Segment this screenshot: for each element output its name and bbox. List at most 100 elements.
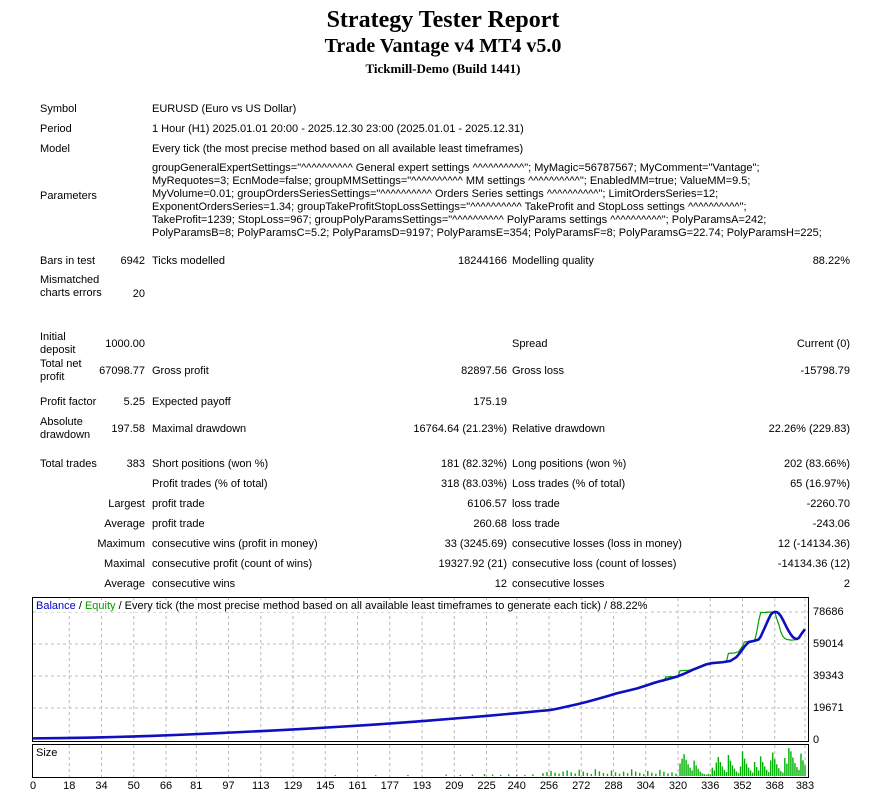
legend-separator: / [75, 600, 85, 612]
x-axis-tick-label: 193 [412, 780, 432, 792]
short-positions-label: Short positions (won %) [152, 458, 269, 470]
x-axis-tick-label: 368 [765, 780, 784, 792]
total-trades-value: 383 [126, 458, 145, 470]
max-consecutive-wins-label: consecutive wins (profit in money) [152, 538, 318, 550]
avg-consecutive-losses-label: consecutive losses [512, 578, 605, 590]
maximal-drawdown-label: Maximal drawdown [152, 423, 247, 435]
profit-factor-value: 5.25 [123, 396, 145, 408]
legend-balance-label: Balance [36, 600, 76, 612]
x-axis-tick-label: 352 [733, 780, 752, 792]
relative-drawdown-value: 22.26% (229.83) [768, 423, 850, 435]
x-axis-tick-label: 304 [636, 780, 655, 792]
period-value: 1 Hour (H1) 2025.01.01 20:00 - 2025.12.3… [152, 123, 524, 135]
maximal-consecutive-loss-label: consecutive loss (count of losses) [512, 558, 677, 570]
initial-deposit-value: 1000.00 [105, 338, 145, 350]
average-profit-trade-value: 260.68 [473, 518, 507, 530]
expected-payoff-label: Expected payoff [152, 396, 231, 408]
size-chart-label: Size [36, 747, 61, 759]
x-axis-tick-label: 81 [190, 780, 203, 792]
balance-equity-plot [33, 598, 808, 741]
loss-trades-value: 65 (16.97%) [790, 478, 850, 490]
total-trades-label: Total trades [40, 458, 97, 470]
x-axis-tick-label: 129 [283, 780, 303, 792]
maximal-drawdown-value: 16764.64 (21.23%) [413, 423, 507, 435]
x-axis-tick-label: 161 [348, 780, 367, 792]
x-axis-tick-label: 113 [251, 780, 270, 792]
report-title: Strategy Tester Report [326, 7, 560, 33]
relative-drawdown-label: Relative drawdown [512, 423, 605, 435]
maximal-consecutive-loss-value: -14134.36 (12) [777, 558, 850, 570]
x-axis-tick-label: 209 [445, 780, 464, 792]
x-axis-tick-label: 145 [316, 780, 335, 792]
loss-trades-label: Loss trades (% of total) [512, 478, 626, 490]
long-positions-value: 202 (83.66%) [783, 458, 850, 470]
max-consecutive-losses-label: consecutive losses (loss in money) [512, 538, 682, 550]
x-axis-tick-label: 34 [95, 780, 108, 792]
balance-equity-chart: Balance / Equity / Every tick (the most … [32, 597, 809, 742]
average2-label: Average [104, 578, 145, 590]
size-bars-plot [68, 745, 806, 777]
average-profit-trade-label: profit trade [152, 518, 205, 530]
gross-loss-value: -15798.79 [800, 365, 850, 377]
x-axis-tick-label: 97 [222, 780, 235, 792]
modelling-quality-label: Modelling quality [512, 255, 594, 267]
symbol-label: Symbol [40, 103, 77, 115]
y-axis-tick-label: 39343 [813, 670, 844, 682]
maximal-label: Maximal [104, 558, 145, 570]
report-subtitle: Trade Vantage v4 MT4 v5.0 [324, 35, 562, 57]
x-axis-tick-label: 320 [668, 780, 688, 792]
report-header: Strategy Tester Report Trade Vantage v4 … [0, 7, 886, 77]
y-axis-tick-label: 19671 [813, 702, 844, 714]
largest-profit-trade-label: profit trade [152, 498, 205, 510]
gross-profit-label: Gross profit [152, 365, 209, 377]
largest-label: Largest [108, 498, 145, 510]
parameters-label: Parameters [40, 190, 97, 202]
profit-trades-label: Profit trades (% of total) [152, 478, 268, 490]
x-axis-tick-label: 0 [29, 780, 37, 792]
x-axis-tick-label: 177 [380, 780, 399, 792]
y-axis-tick-label: 78686 [813, 606, 844, 618]
x-axis-tick-label: 383 [795, 780, 815, 792]
avg-consecutive-wins-value: 12 [494, 578, 507, 590]
total-net-profit-value: 67098.77 [99, 365, 145, 377]
x-axis-tick-label: 288 [604, 780, 623, 792]
largest-profit-trade-value: 6106.57 [467, 498, 507, 510]
y-axis-tick-label: 59014 [813, 638, 844, 650]
model-label: Model [40, 143, 70, 155]
spread-label: Spread [512, 338, 548, 350]
profit-trades-value: 318 (83.03%) [440, 478, 507, 490]
model-value: Every tick (the most precise method base… [152, 143, 524, 155]
ticks-modelled-label: Ticks modelled [152, 255, 225, 267]
period-label: Period [40, 123, 72, 135]
mismatched-charts-errors-label: Mismatched charts errors [40, 274, 102, 299]
x-axis-tick-label: 256 [539, 780, 559, 792]
absolute-drawdown-value: 197.58 [111, 423, 145, 435]
expected-payoff-value: 175.19 [473, 396, 507, 408]
largest-loss-trade-label: loss trade [512, 498, 560, 510]
x-axis-tick-label: 225 [477, 780, 496, 792]
x-axis-tick-label: 50 [127, 780, 140, 792]
average-loss-trade-label: loss trade [512, 518, 560, 530]
max-consecutive-losses-value: 12 (-14134.36) [777, 538, 850, 550]
spread-value: Current (0) [796, 338, 850, 350]
bars-in-test-value: 6942 [120, 255, 145, 267]
total-net-profit-label: Total net profit [40, 358, 82, 383]
x-axis-tick-label: 18 [63, 780, 76, 792]
report-server-build: Tickmill-Demo (Build 1441) [365, 61, 521, 76]
y-axis-tick-label: 0 [813, 734, 820, 746]
ticks-modelled-value: 18244166 [458, 255, 507, 267]
legend-equity-label: Equity [84, 600, 116, 612]
avg-consecutive-losses-value: 2 [843, 578, 850, 590]
parameters-value: groupGeneralExpertSettings="^^^^^^^^^^ G… [152, 162, 822, 239]
average-label: Average [104, 518, 145, 530]
largest-loss-trade-value: -2260.70 [806, 498, 850, 510]
x-axis-tick-label: 336 [701, 780, 720, 792]
average-loss-trade-value: -243.06 [812, 518, 850, 530]
long-positions-label: Long positions (won %) [512, 458, 627, 470]
size-chart: Size [32, 744, 809, 778]
absolute-drawdown-label: Absolute drawdown [40, 416, 91, 441]
maximal-consecutive-profit-label: consecutive profit (count of wins) [152, 558, 313, 570]
short-positions-value: 181 (82.32%) [440, 458, 507, 470]
x-axis-tick-label: 240 [507, 780, 526, 792]
gross-loss-label: Gross loss [512, 365, 564, 377]
